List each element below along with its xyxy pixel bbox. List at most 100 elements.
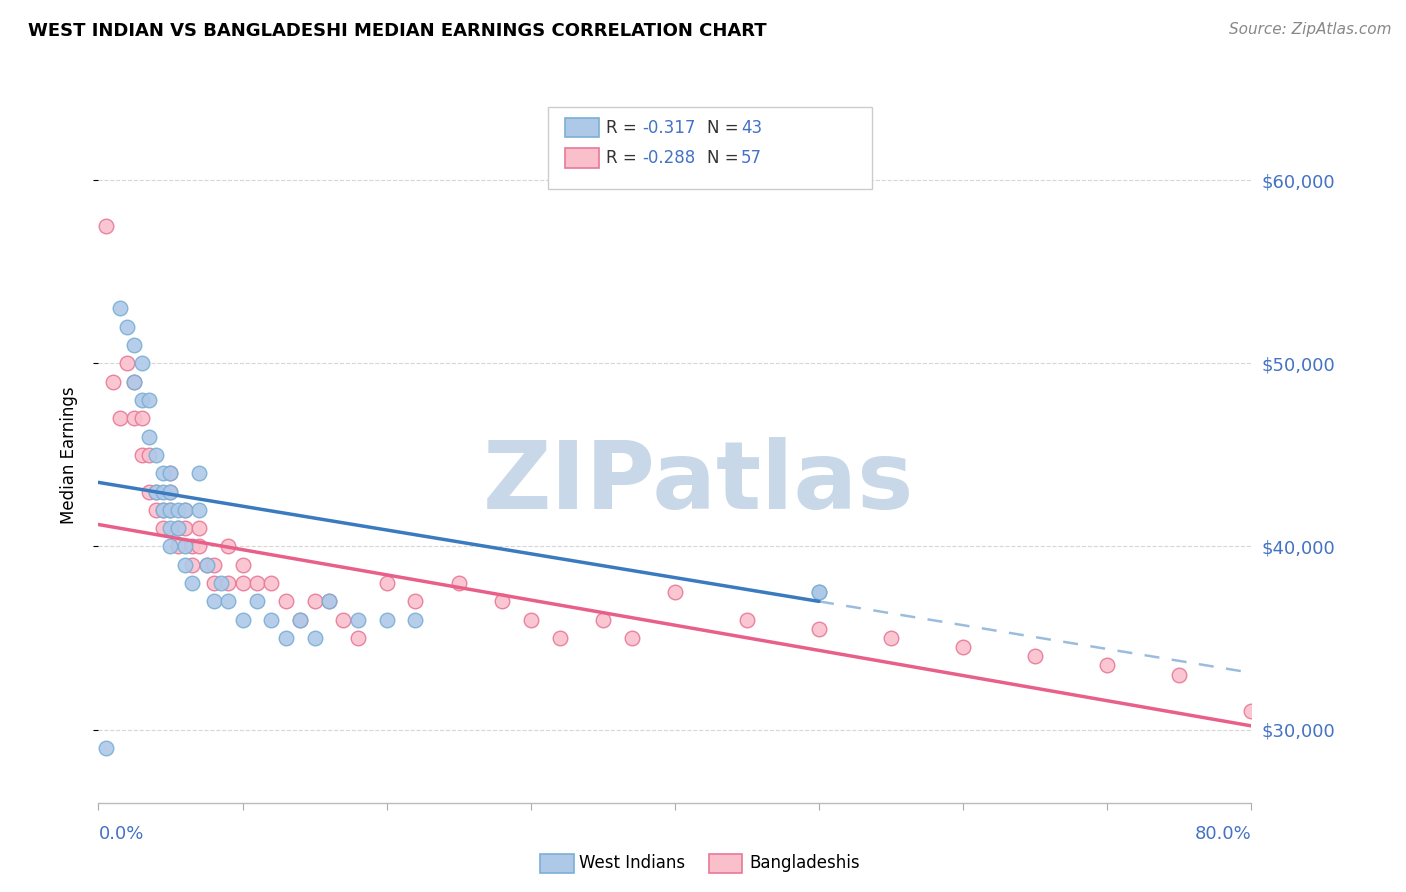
Point — [124, 338, 146, 352]
Point — [188, 503, 211, 517]
Point — [290, 613, 312, 627]
Point — [195, 558, 218, 572]
Point — [174, 558, 197, 572]
Point — [318, 594, 340, 608]
Point — [145, 448, 167, 462]
Point — [807, 585, 830, 599]
Point — [117, 356, 139, 370]
Point — [290, 613, 312, 627]
Text: 80.0%: 80.0% — [1195, 825, 1251, 843]
Point — [159, 467, 181, 481]
Point — [181, 558, 204, 572]
Point — [260, 576, 283, 591]
Point — [1024, 649, 1046, 664]
Point — [231, 613, 254, 627]
Point — [195, 558, 218, 572]
Point — [124, 375, 146, 389]
Text: R =: R = — [606, 149, 643, 167]
Point — [246, 576, 269, 591]
Point — [159, 467, 181, 481]
Point — [174, 521, 197, 535]
Point — [375, 576, 398, 591]
Point — [231, 558, 254, 572]
Point — [152, 503, 174, 517]
Point — [620, 631, 643, 645]
Point — [664, 585, 686, 599]
Point — [304, 594, 326, 608]
Point — [375, 613, 398, 627]
Text: West Indians: West Indians — [579, 855, 685, 872]
Point — [101, 375, 124, 389]
Point — [166, 521, 188, 535]
Point — [94, 219, 117, 233]
Point — [188, 540, 211, 554]
Point — [217, 540, 239, 554]
Point — [159, 484, 181, 499]
Point — [94, 740, 117, 755]
Point — [124, 375, 146, 389]
Point — [188, 467, 211, 481]
Point — [159, 540, 181, 554]
Point — [246, 594, 269, 608]
Point — [952, 640, 974, 655]
Point — [447, 576, 470, 591]
Point — [405, 613, 427, 627]
Point — [1168, 667, 1191, 681]
Point — [304, 631, 326, 645]
Point — [159, 503, 181, 517]
Point — [202, 558, 225, 572]
Point — [159, 521, 181, 535]
Text: WEST INDIAN VS BANGLADESHI MEDIAN EARNINGS CORRELATION CHART: WEST INDIAN VS BANGLADESHI MEDIAN EARNIN… — [28, 22, 766, 40]
Point — [491, 594, 513, 608]
Point — [131, 356, 153, 370]
Point — [332, 613, 354, 627]
Point — [145, 484, 167, 499]
Point — [231, 576, 254, 591]
Point — [138, 484, 160, 499]
Point — [346, 631, 368, 645]
Point — [592, 613, 614, 627]
Point — [202, 576, 225, 591]
Point — [217, 576, 239, 591]
Point — [131, 392, 153, 407]
Point — [217, 594, 239, 608]
Point — [117, 319, 139, 334]
Point — [145, 503, 167, 517]
Point — [880, 631, 903, 645]
Point — [138, 429, 160, 443]
Point — [405, 594, 427, 608]
Text: ZIPatlas: ZIPatlas — [482, 437, 914, 529]
Text: R =: R = — [606, 119, 643, 136]
Text: -0.317: -0.317 — [643, 119, 696, 136]
Point — [260, 613, 283, 627]
Text: Source: ZipAtlas.com: Source: ZipAtlas.com — [1229, 22, 1392, 37]
Point — [166, 521, 188, 535]
Y-axis label: Median Earnings: Median Earnings — [59, 386, 77, 524]
Text: -0.288: -0.288 — [643, 149, 696, 167]
Point — [152, 503, 174, 517]
Point — [145, 484, 167, 499]
Point — [174, 503, 197, 517]
Point — [346, 613, 368, 627]
Point — [124, 411, 146, 425]
Text: N =: N = — [707, 119, 744, 136]
Point — [209, 576, 232, 591]
Point — [166, 503, 188, 517]
Point — [548, 631, 571, 645]
Point — [188, 521, 211, 535]
Point — [131, 448, 153, 462]
Point — [807, 585, 830, 599]
Point — [159, 484, 181, 499]
Point — [108, 301, 131, 316]
Point — [108, 411, 131, 425]
Point — [159, 503, 181, 517]
Point — [152, 521, 174, 535]
Point — [274, 594, 297, 608]
Point — [520, 613, 543, 627]
Point — [202, 594, 225, 608]
Point — [181, 540, 204, 554]
Point — [131, 411, 153, 425]
Text: 43: 43 — [741, 119, 762, 136]
Point — [807, 622, 830, 636]
Point — [735, 613, 758, 627]
